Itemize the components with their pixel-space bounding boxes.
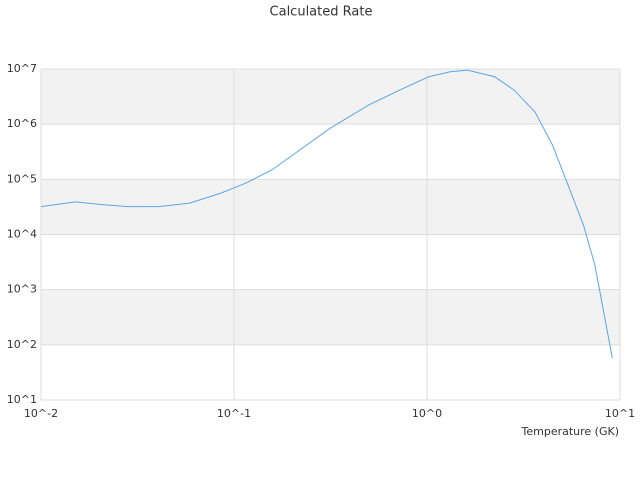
y-tick-label: 10^4 — [7, 228, 37, 241]
x-tick-label: 10^0 — [412, 407, 442, 420]
line — [40, 69, 613, 358]
grid-band — [41, 69, 620, 125]
x-tick-label: 10^-2 — [24, 407, 58, 420]
y-tick-label: 10^6 — [7, 117, 37, 130]
chart-title: Calculated Rate — [270, 5, 373, 20]
x-tick-label: 10^1 — [605, 407, 635, 420]
y-tick-label: 10^3 — [7, 283, 37, 296]
x-tick-label: 10^-1 — [217, 407, 251, 420]
y-tick-label: 10^2 — [7, 338, 37, 351]
y-tick-label: 10^5 — [7, 172, 37, 185]
grid-band — [41, 289, 620, 345]
y-tick-label: 10^1 — [7, 393, 37, 406]
y-tick-label: 10^7 — [7, 62, 37, 75]
x-axis-label: Temperature (GK) — [521, 425, 620, 438]
